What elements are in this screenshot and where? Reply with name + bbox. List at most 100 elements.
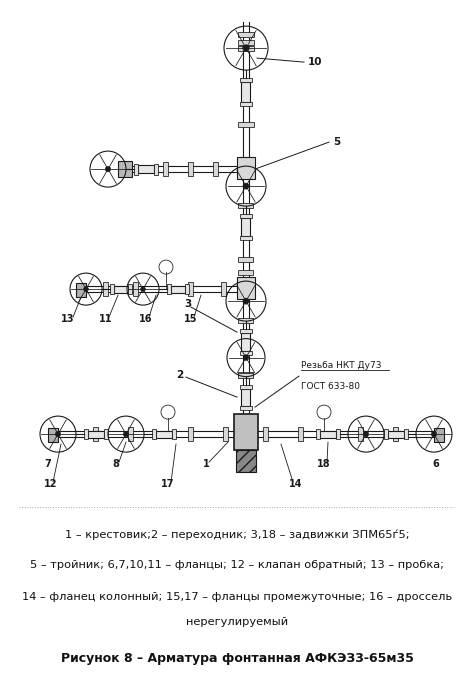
Bar xyxy=(238,372,254,376)
Text: 2: 2 xyxy=(176,370,183,380)
Bar xyxy=(237,157,255,179)
Bar xyxy=(336,429,340,439)
Bar xyxy=(88,431,104,437)
Text: 7: 7 xyxy=(45,459,51,469)
Bar xyxy=(152,429,156,439)
Bar xyxy=(164,162,168,176)
Bar xyxy=(241,218,250,236)
Bar xyxy=(240,351,252,355)
Bar xyxy=(238,156,254,162)
Bar xyxy=(114,286,128,292)
Bar xyxy=(241,82,250,102)
Bar xyxy=(393,427,399,441)
Bar xyxy=(213,162,219,176)
Bar xyxy=(240,214,252,218)
Bar xyxy=(240,406,252,410)
Bar xyxy=(241,333,250,351)
Bar xyxy=(299,427,303,441)
Bar xyxy=(189,282,193,296)
Bar xyxy=(48,428,58,442)
Text: 18: 18 xyxy=(317,459,331,469)
Bar xyxy=(76,283,86,297)
Text: 5 – тройник; 6,7,10,11 – фланцы; 12 – клапан обратный; 13 – пробка;: 5 – тройник; 6,7,10,11 – фланцы; 12 – кл… xyxy=(30,561,444,571)
Text: 17: 17 xyxy=(161,479,175,489)
Bar xyxy=(238,372,254,378)
Bar xyxy=(134,282,138,296)
Circle shape xyxy=(243,45,249,51)
Bar xyxy=(384,429,388,439)
Bar xyxy=(240,385,252,389)
Bar xyxy=(238,32,254,37)
Circle shape xyxy=(123,431,129,437)
Bar xyxy=(240,236,252,240)
Text: 12: 12 xyxy=(44,479,58,489)
Circle shape xyxy=(243,355,249,360)
Circle shape xyxy=(363,431,369,437)
Text: нерегулируемый: нерегулируемый xyxy=(186,617,288,627)
Bar xyxy=(84,429,88,439)
Bar xyxy=(156,431,172,437)
Bar xyxy=(138,165,154,173)
Bar xyxy=(128,427,134,441)
Circle shape xyxy=(243,298,249,304)
Bar xyxy=(238,202,254,208)
Bar xyxy=(154,164,158,175)
Circle shape xyxy=(431,431,437,437)
Bar xyxy=(238,122,254,127)
Text: 16: 16 xyxy=(139,314,153,324)
Text: 13: 13 xyxy=(61,314,75,324)
Bar xyxy=(238,257,254,261)
Bar xyxy=(238,45,254,51)
Bar xyxy=(236,450,256,472)
Text: 14: 14 xyxy=(289,479,303,489)
Text: Рисунок 8 – Арматура фонтанная АФКЭЗ3-65м35: Рисунок 8 – Арматура фонтанная АФКЭЗ3-65… xyxy=(61,652,413,665)
Bar xyxy=(240,78,252,82)
Bar xyxy=(241,389,250,406)
Text: 11: 11 xyxy=(99,314,113,324)
Text: 15: 15 xyxy=(184,314,198,324)
Text: 6: 6 xyxy=(433,459,439,469)
Text: ГОСТ 633-80: ГОСТ 633-80 xyxy=(301,382,360,391)
Text: 10: 10 xyxy=(308,57,322,67)
Bar xyxy=(171,286,185,292)
Bar xyxy=(93,427,99,441)
Circle shape xyxy=(243,183,249,189)
Bar xyxy=(224,427,228,441)
Bar xyxy=(185,284,189,294)
Bar xyxy=(264,427,268,441)
Bar xyxy=(172,429,176,439)
Bar xyxy=(358,427,364,441)
Bar xyxy=(189,427,193,441)
Text: Резьба НКТ Ду73: Резьба НКТ Ду73 xyxy=(301,361,382,370)
Bar xyxy=(320,431,336,437)
Bar xyxy=(434,428,444,442)
Bar xyxy=(238,318,254,323)
Bar xyxy=(240,102,252,106)
Text: 8: 8 xyxy=(112,459,119,469)
Bar xyxy=(234,414,258,450)
Bar xyxy=(238,269,254,275)
Bar xyxy=(238,424,254,430)
Bar xyxy=(189,162,193,176)
Text: 5: 5 xyxy=(333,137,340,147)
Bar xyxy=(221,282,227,296)
Bar xyxy=(134,164,138,175)
Bar xyxy=(103,282,109,296)
Circle shape xyxy=(105,167,111,172)
Bar xyxy=(238,40,254,45)
Text: 14 – фланец колонный; 15,17 – фланцы промежуточные; 16 – дроссель: 14 – фланец колонный; 15,17 – фланцы про… xyxy=(22,592,452,602)
Bar xyxy=(240,329,252,333)
Circle shape xyxy=(141,286,146,292)
Circle shape xyxy=(55,431,61,437)
Circle shape xyxy=(83,286,88,292)
Bar xyxy=(104,429,108,439)
Text: 1 – крестовик;2 – переходник; 3,18 – задвижки ЗПМ65ѓ5;: 1 – крестовик;2 – переходник; 3,18 – зад… xyxy=(64,529,410,540)
Text: 1: 1 xyxy=(202,459,210,469)
Bar xyxy=(167,284,171,294)
Bar xyxy=(316,429,320,439)
Bar xyxy=(118,161,132,177)
Bar xyxy=(110,284,114,294)
Bar xyxy=(388,431,404,437)
Bar xyxy=(237,277,255,299)
Bar xyxy=(128,284,132,294)
